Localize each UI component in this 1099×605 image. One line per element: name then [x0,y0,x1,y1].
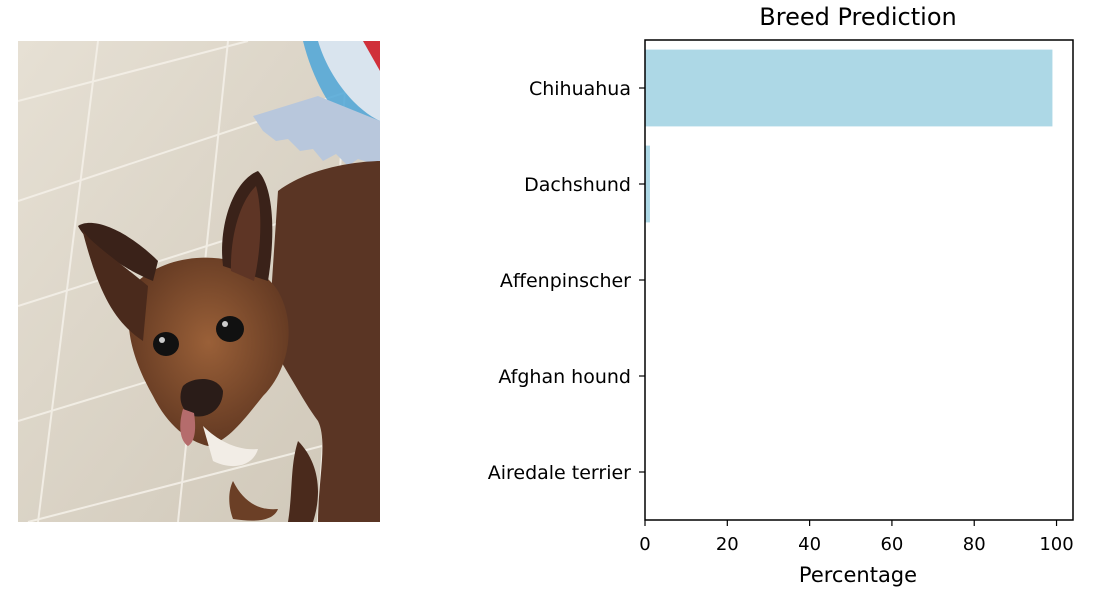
y-tick-label: Affenpinscher [500,270,631,292]
bar-dachshund [645,145,650,223]
x-tick-label: 20 [716,534,739,555]
y-tick-label: Afghan hound [498,366,631,388]
chart-title: Breed Prediction [759,3,956,31]
bars-layer [645,49,1053,223]
y-tick-label: Chihuahua [529,78,631,100]
dog-photo [18,41,380,522]
y-tick-label: Airedale terrier [488,462,631,484]
dog-photo-illustration [18,41,380,522]
x-tick-label: 40 [798,534,821,555]
x-axis-label: Percentage [799,563,917,587]
y-tick-label: Dachshund [524,174,631,196]
y-axis: Chihuahua Dachshund Affenpinscher Afghan ho… [488,78,645,484]
x-tick-label: 0 [639,534,650,555]
x-axis: 0 20 40 60 80 100 [639,520,1074,555]
bar-chihuahua [645,49,1053,127]
x-tick-label: 60 [880,534,903,555]
x-tick-label: 100 [1039,534,1073,555]
x-tick-label: 80 [963,534,986,555]
